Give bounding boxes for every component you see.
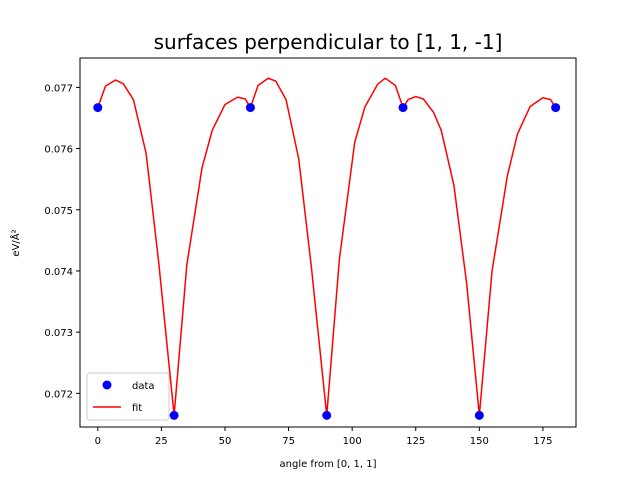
x-axis-label: angle from [0, 1, 1] (280, 459, 377, 470)
fit-line (97, 77, 557, 417)
data-point (169, 410, 179, 420)
y-tick-label: 0.077 (44, 83, 73, 94)
data-point (474, 410, 484, 420)
plot-area (93, 77, 561, 420)
legend-data-label: data (132, 381, 155, 392)
x-tick-label: 25 (155, 436, 168, 447)
data-point (245, 103, 255, 113)
x-tick-label: 75 (282, 436, 295, 447)
axes: 0 25 50 75 100 125 150 175 0.072 0.073 0.074 0.075 0… (44, 83, 552, 447)
y-tick-label: 0.076 (44, 145, 73, 156)
x-tick-label: 50 (219, 436, 232, 447)
y-axis-label: eV/Å² (9, 229, 22, 256)
y-tick-label: 0.074 (44, 267, 73, 278)
data-point (322, 410, 332, 420)
data-point (93, 103, 103, 113)
legend: data fit (86, 372, 170, 421)
y-tick-label: 0.075 (44, 206, 73, 217)
x-tick-label: 100 (343, 436, 362, 447)
plot-frame (79, 57, 577, 428)
data-point (551, 103, 561, 113)
x-tick-label: 0 (95, 436, 101, 447)
x-tick-label: 125 (406, 436, 425, 447)
data-point (398, 103, 408, 113)
x-tick-label: 150 (470, 436, 489, 447)
chart-title: surfaces perpendicular to [1, 1, -1] (154, 30, 503, 54)
x-tick-label: 175 (533, 436, 552, 447)
y-tick-label: 0.073 (44, 328, 73, 339)
y-tick-label: 0.072 (44, 389, 73, 400)
legend-data-marker (102, 380, 112, 390)
legend-box (86, 372, 170, 421)
legend-fit-label: fit (132, 403, 142, 414)
